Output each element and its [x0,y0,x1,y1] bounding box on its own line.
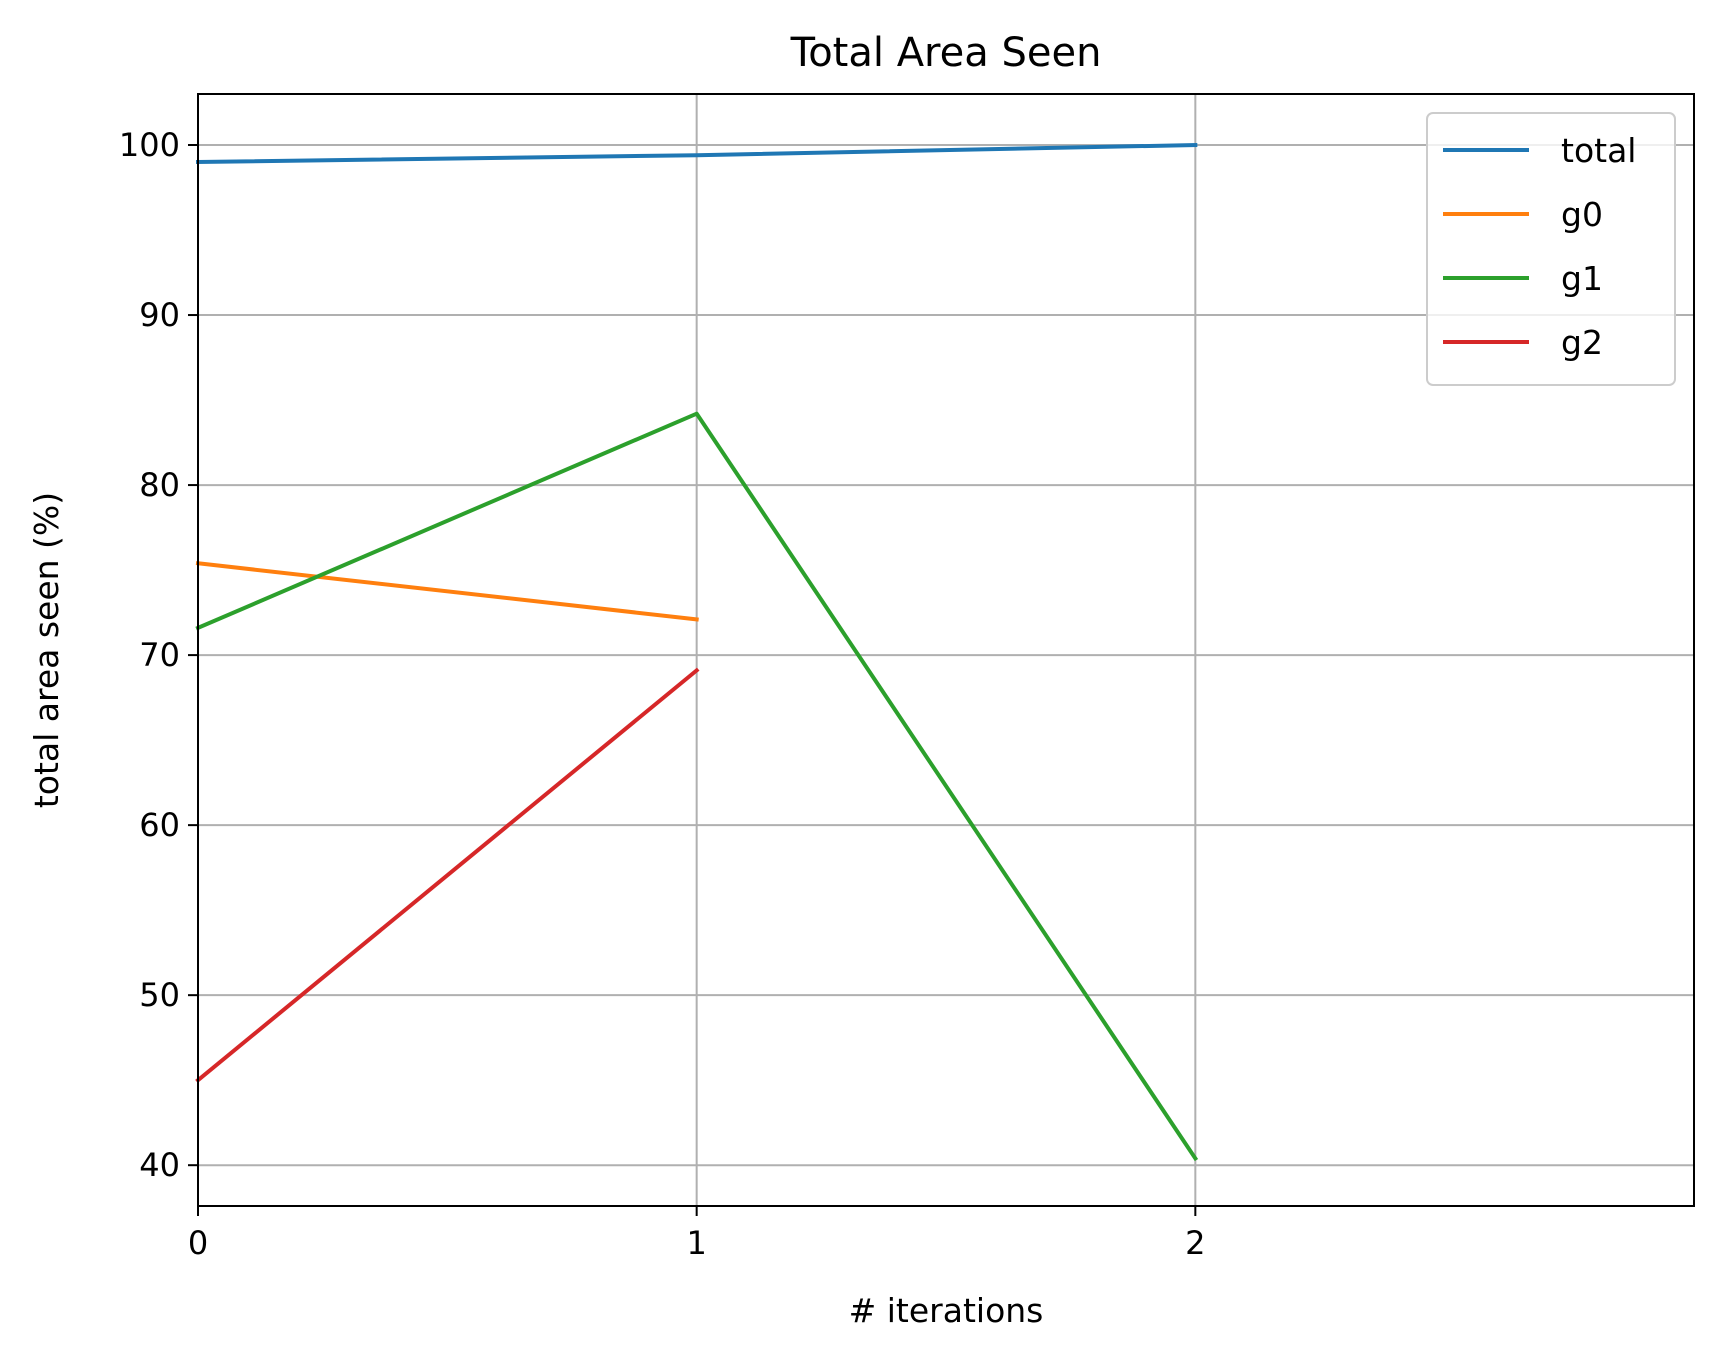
series-lines [195,142,1199,1162]
y-tick-label: 50 [139,976,180,1014]
legend-box [1426,112,1676,386]
legend-label-total: total [1561,131,1636,170]
legend: total g0 g1 g2 [1426,112,1676,386]
legend-label-g2: g2 [1561,323,1603,362]
chart-title: Total Area Seen [790,30,1102,76]
plot-frame [197,93,1695,1207]
legend-label-g0: g0 [1561,195,1603,234]
y-tick-label: 90 [139,296,180,334]
y-tick-label: 60 [139,806,180,844]
x-axis-label: # iterations [849,1291,1044,1330]
y-tick-label: 100 [119,126,180,164]
legend-label-g1: g1 [1561,259,1603,298]
axis-ticks: 40 50 60 70 80 90 100 0 1 2 [119,126,1206,1262]
x-tick-label: 1 [686,1224,706,1262]
y-tick-label: 40 [139,1146,180,1184]
grid [197,94,1694,1206]
y-axis-label: total area seen (%) [27,492,66,808]
x-tick-label: 2 [1185,1224,1205,1262]
y-tick-label: 80 [139,466,180,504]
series-line-g0 [195,561,699,622]
series-line-g2 [195,667,700,1083]
y-tick-label: 70 [139,636,180,674]
x-tick-label: 0 [188,1224,208,1262]
